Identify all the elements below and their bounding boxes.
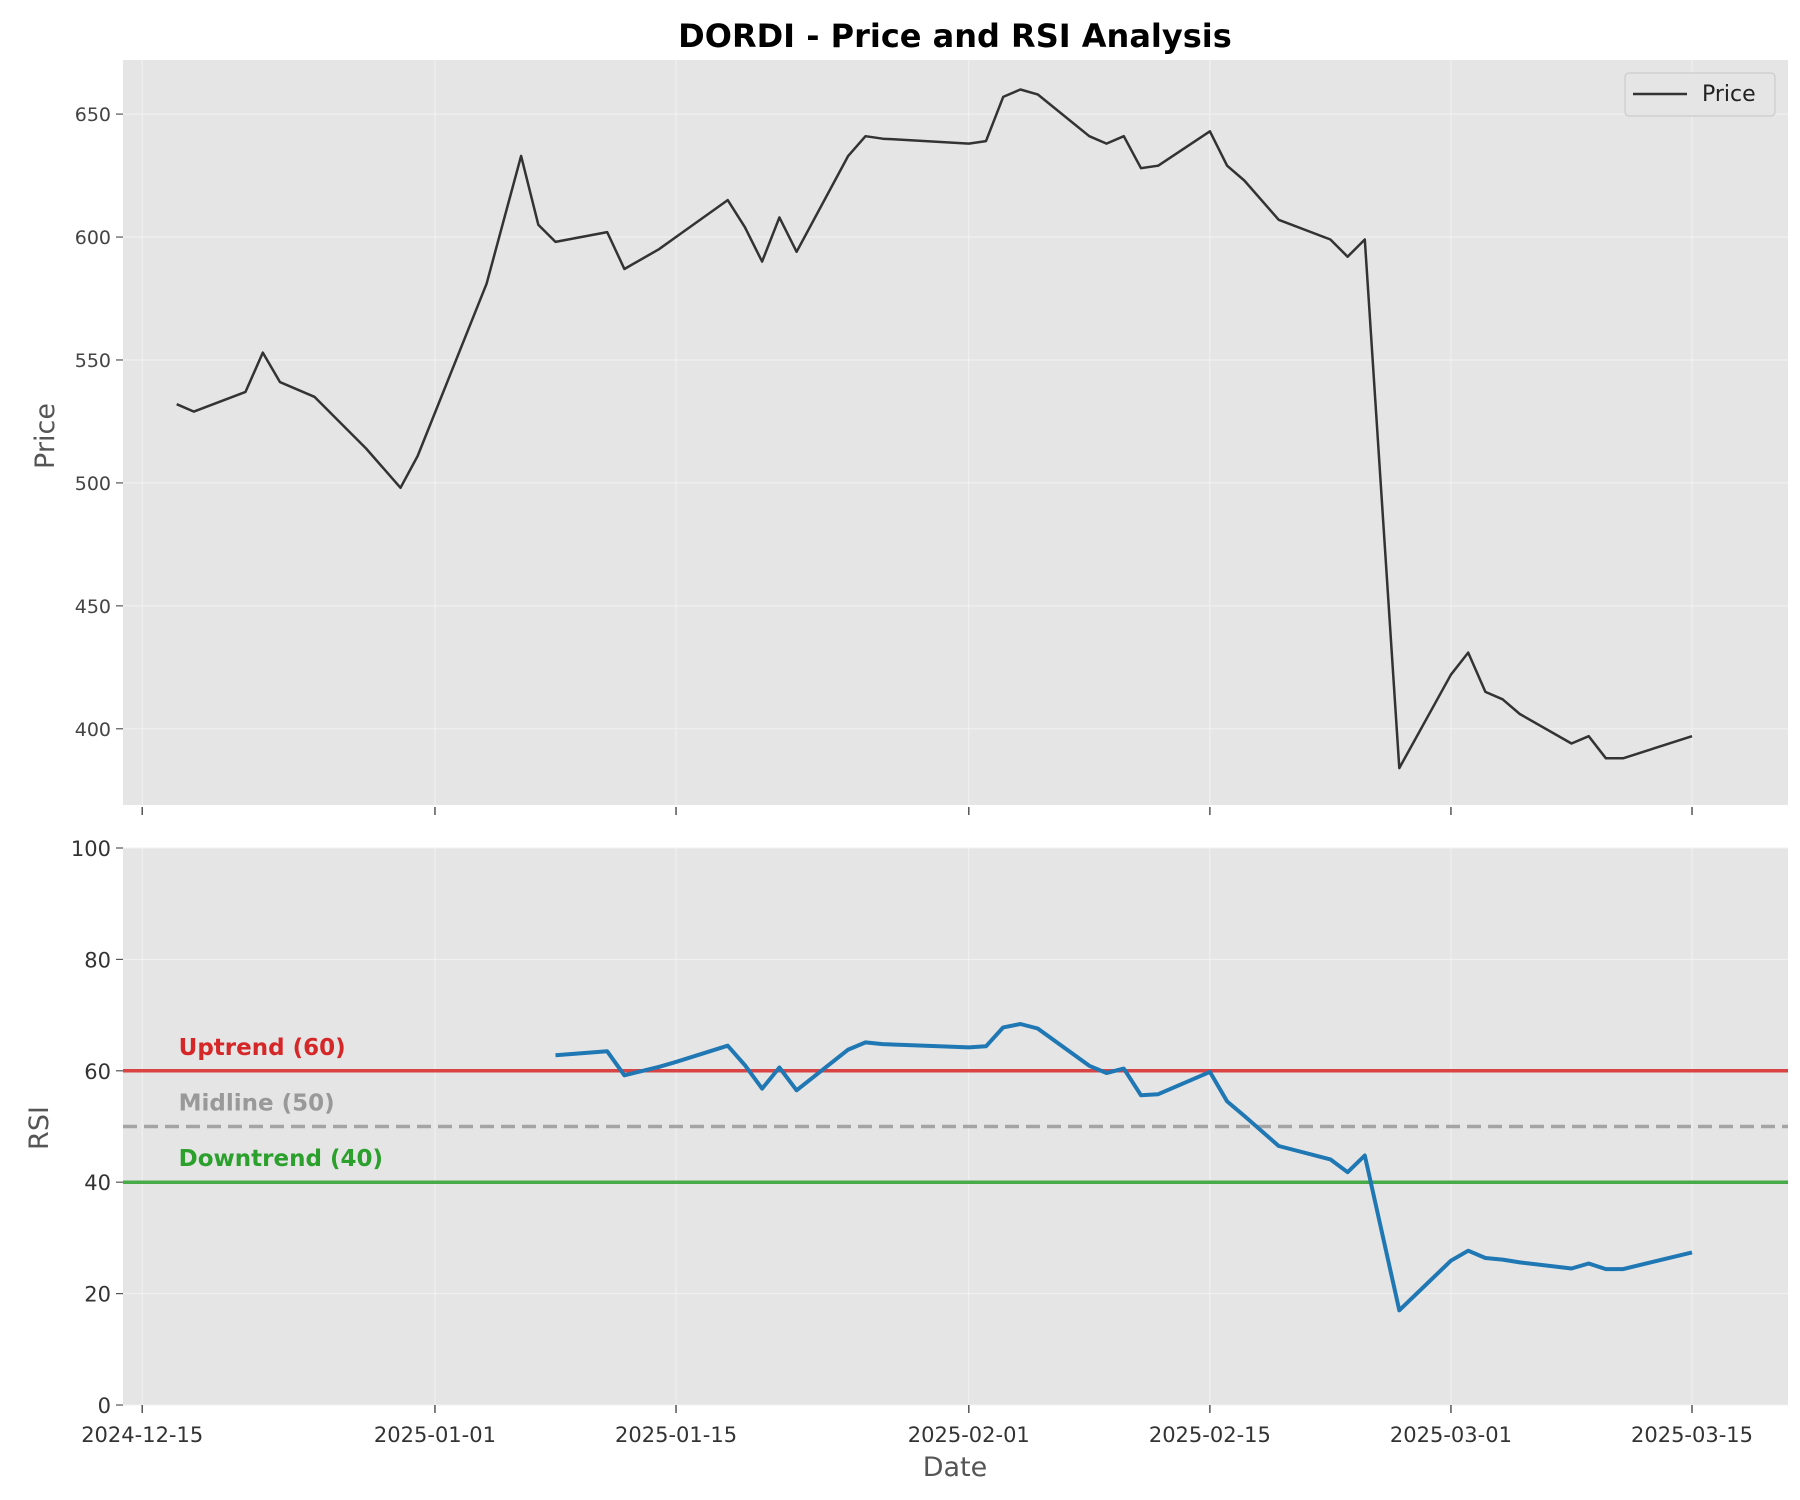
x-tick-label: 2025-03-15 [1631,1423,1753,1447]
price-grid [123,60,1788,805]
legend-price-label: Price [1702,82,1756,107]
price-y-axis-label: Price [30,403,61,469]
x-axis-label: Date [923,1452,988,1483]
rsi-reference-lines: Uptrend (60) Midline (50) Downtrend (40) [123,1035,1788,1184]
x-tick-label: 2025-02-01 [908,1423,1030,1447]
price-y-tick-label: 650 [75,104,111,126]
rsi-y-tick-label: 40 [84,1171,111,1195]
chart-title: DORDI - Price and RSI Analysis [678,17,1232,55]
reference-line-label: Midline (50) [179,1091,335,1117]
legend-box [1624,72,1776,117]
x-tick-label: 2025-02-15 [1149,1423,1271,1447]
rsi-panel: 0 20 40 60 80 100 2024-12-15 2025-01-01 2025-01… [24,837,1788,1483]
price-y-tick-label: 500 [75,473,111,495]
price-x-axis [141,807,1693,815]
rsi-y-axis: 0 20 40 60 80 100 [71,837,123,1418]
price-y-tick-label: 550 [75,350,111,372]
price-series-line [176,88,1693,770]
rsi-series-line [555,1022,1693,1313]
rsi-y-tick-label: 100 [71,837,111,861]
x-tick-label: 2024-12-15 [81,1423,203,1447]
rsi-y-tick-label: 0 [98,1394,111,1418]
reference-line-label: Uptrend (60) [179,1035,346,1061]
price-panel: 400 450 500 550 600 650 Price Price [30,60,1788,815]
price-y-tick-label: 400 [75,719,111,741]
x-tick-label: 2025-01-01 [374,1423,496,1447]
rsi-y-tick-label: 80 [84,948,111,972]
price-y-axis: 400 450 500 550 600 650 [75,104,123,741]
rsi-x-axis: 2024-12-15 2025-01-01 2025-01-15 2025-02-01… [81,1405,1753,1447]
x-tick-label: 2025-01-15 [615,1423,737,1447]
rsi-y-tick-label: 20 [84,1283,111,1307]
rsi-y-axis-label: RSI [24,1106,55,1150]
rsi-y-tick-label: 60 [84,1060,111,1084]
price-legend: Price [1624,72,1776,117]
x-tick-label: 2025-03-01 [1390,1423,1512,1447]
reference-line-label: Downtrend (40) [179,1146,383,1172]
price-y-tick-label: 450 [75,596,111,618]
price-y-tick-label: 600 [75,227,111,249]
price-plot-background [123,60,1788,805]
